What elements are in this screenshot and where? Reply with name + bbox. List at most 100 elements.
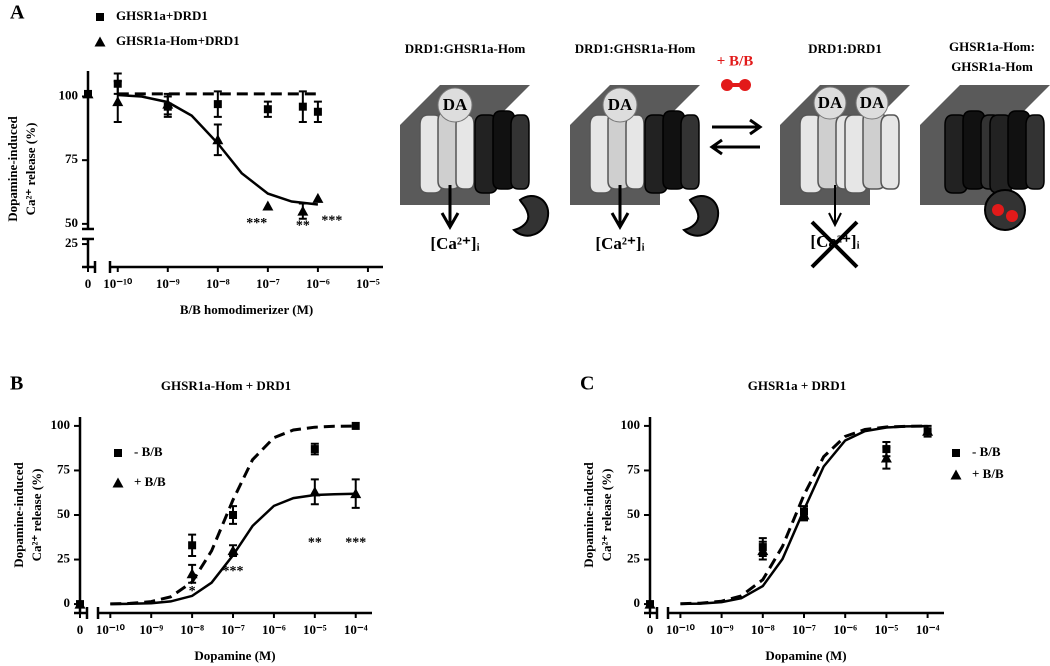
y-tick-label: 75 (57, 461, 71, 476)
dimerizer (721, 79, 751, 91)
point (112, 96, 124, 107)
complex-label: DRD1:GHSR1a-Hom (405, 41, 526, 56)
fit-line (110, 424, 356, 606)
point (188, 541, 197, 550)
x-tick-label: 0 (77, 622, 84, 637)
significance-label: *** (345, 536, 366, 551)
block-cross (810, 220, 859, 269)
x-tick-label: 0 (85, 276, 92, 291)
x-tick-label: 10⁻⁷ (221, 622, 245, 637)
point (74, 598, 86, 609)
fit-line (680, 424, 928, 606)
y-axis-label: Ca²⁺ release (%) (599, 469, 614, 562)
arrow (610, 185, 630, 231)
ligand-label: DA (608, 95, 633, 114)
x-axis-label: Dopamine (M) (765, 648, 846, 663)
point (312, 192, 324, 203)
significance-label: * (189, 584, 196, 599)
legend-label: + B/B (134, 474, 166, 489)
point (644, 598, 656, 609)
complex-label: GHSR1a-Hom: (949, 39, 1035, 54)
y-tick-label: 75 (627, 461, 641, 476)
x-tick-label: 10⁻⁷ (792, 622, 816, 637)
y-tick-label: 0 (634, 595, 641, 610)
y-tick-label: 100 (51, 417, 71, 432)
x-tick-label: 10⁻⁴ (916, 622, 940, 637)
panel-label: B (10, 373, 23, 395)
ligand (813, 86, 847, 120)
y-tick-label: 50 (57, 506, 70, 521)
point (213, 100, 222, 109)
x-tick-label: 10⁻¹⁰ (103, 276, 133, 291)
panel-label: A (10, 2, 25, 24)
y-tick-label: 25 (627, 551, 641, 566)
diagram: DRD1:GHSR1a-Hom DRD1:GHSR1a-Hom DRD1:DRD… (400, 39, 1050, 269)
point (350, 488, 362, 499)
point (757, 545, 769, 556)
legend-marker (94, 36, 106, 47)
x-tick-label: 10⁻⁵ (356, 276, 380, 291)
point (310, 445, 319, 454)
x-tick-label: 10⁻⁷ (256, 276, 280, 291)
significance-label: *** (321, 214, 342, 229)
ligand (437, 87, 473, 123)
receptor-tail (984, 189, 1026, 231)
x-tick-label: 10⁻⁹ (156, 276, 180, 291)
y-axis-label: Dopamine-induced (5, 116, 20, 222)
point (262, 200, 274, 211)
arrow (440, 185, 460, 231)
ligand (602, 87, 638, 123)
y-tick-label: 75 (65, 151, 79, 166)
receptor-tail (683, 194, 720, 237)
y-axis-label: Dopamine-induced (11, 462, 26, 568)
y-tick-label: 50 (65, 215, 78, 230)
x-tick-label: 10⁻⁵ (875, 622, 899, 637)
x-tick-label: 10⁻¹⁰ (666, 622, 696, 637)
legend-marker (112, 477, 124, 488)
x-tick-label: 0 (647, 622, 654, 637)
y-axis-label: Ca²⁺ release (%) (23, 123, 38, 216)
readout-label: [Ca²⁺]ᵢ (595, 234, 644, 253)
significance-label: *** (246, 216, 267, 231)
ligand-label: DA (443, 95, 468, 114)
legend-label: GHSR1a+DRD1 (116, 8, 208, 23)
x-tick-label: 10⁻⁹ (139, 622, 163, 637)
chart-title: GHSR1a + DRD1 (748, 378, 846, 393)
ligand-label: DA (818, 93, 843, 112)
point (229, 511, 238, 519)
equilibrium-arrows (709, 118, 763, 156)
readout-label: [Ca²⁺]ᵢ (430, 234, 479, 253)
point (263, 105, 272, 114)
point (298, 102, 307, 111)
x-tick-label: 10⁻⁶ (833, 622, 857, 637)
legend-label: GHSR1a-Hom+DRD1 (116, 33, 240, 48)
receptor-drd1 (589, 110, 645, 194)
x-tick-label: 10⁻⁶ (262, 622, 286, 637)
y-tick-label: 50 (627, 506, 640, 521)
significance-label: ** (296, 219, 310, 234)
receptor-drd1 (844, 110, 900, 194)
y-tick-label: 25 (65, 235, 79, 250)
point (880, 452, 892, 463)
fit-line (110, 492, 356, 606)
ligand (855, 86, 889, 120)
y-axis-label: Dopamine-induced (581, 462, 596, 568)
legend-marker (114, 449, 122, 457)
x-tick-label: 10⁻⁹ (710, 622, 734, 637)
panel-label: C (580, 373, 594, 395)
complex-label: DRD1:GHSR1a-Hom (575, 41, 696, 56)
ligand-label: DA (860, 93, 885, 112)
legend-label: - B/B (134, 444, 163, 459)
point (297, 205, 309, 216)
x-tick-label: 10⁻⁸ (180, 622, 204, 637)
legend-marker (950, 469, 962, 480)
point (82, 88, 94, 99)
point (313, 107, 322, 116)
x-tick-label: 10⁻¹⁰ (96, 622, 126, 637)
receptor-ghsr1a (474, 110, 530, 194)
arrow (828, 185, 842, 228)
legend-marker (96, 13, 104, 21)
fit-line (117, 93, 319, 206)
y-tick-label: 100 (621, 417, 641, 432)
